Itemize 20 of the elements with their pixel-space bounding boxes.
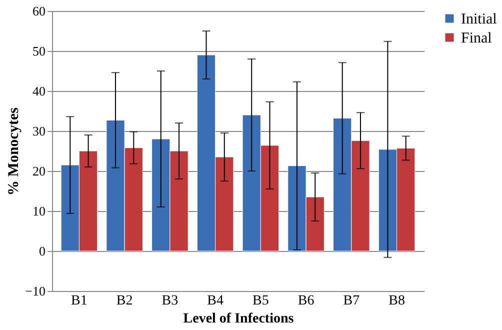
y-axis-title: % Monocytes — [6, 107, 22, 196]
y-tick-label: 10 — [32, 204, 46, 218]
x-tick-label: B7 — [343, 294, 360, 308]
x-tick-label: B1 — [71, 294, 88, 308]
y-tick-label: 30 — [32, 124, 46, 138]
x-tick-label: B6 — [298, 294, 314, 308]
y-tick-label: 0 — [39, 244, 46, 258]
y-tick-label: 40 — [32, 84, 46, 98]
x-tick-label: B8 — [388, 294, 405, 308]
x-tick-label: B4 — [207, 294, 224, 308]
y-tick-label: 60 — [32, 4, 46, 18]
legend-label: Initial — [461, 12, 497, 28]
y-tick-label: −10 — [25, 284, 46, 298]
y-tick-label: 50 — [32, 44, 46, 58]
x-axis-title: Level of Infections — [183, 312, 294, 326]
x-tick-label: B5 — [252, 294, 269, 308]
legend-label: Final — [461, 30, 492, 46]
x-tick-label: B3 — [162, 294, 178, 308]
y-tick-label: 20 — [32, 164, 46, 178]
x-tick-label: B2 — [116, 294, 133, 308]
